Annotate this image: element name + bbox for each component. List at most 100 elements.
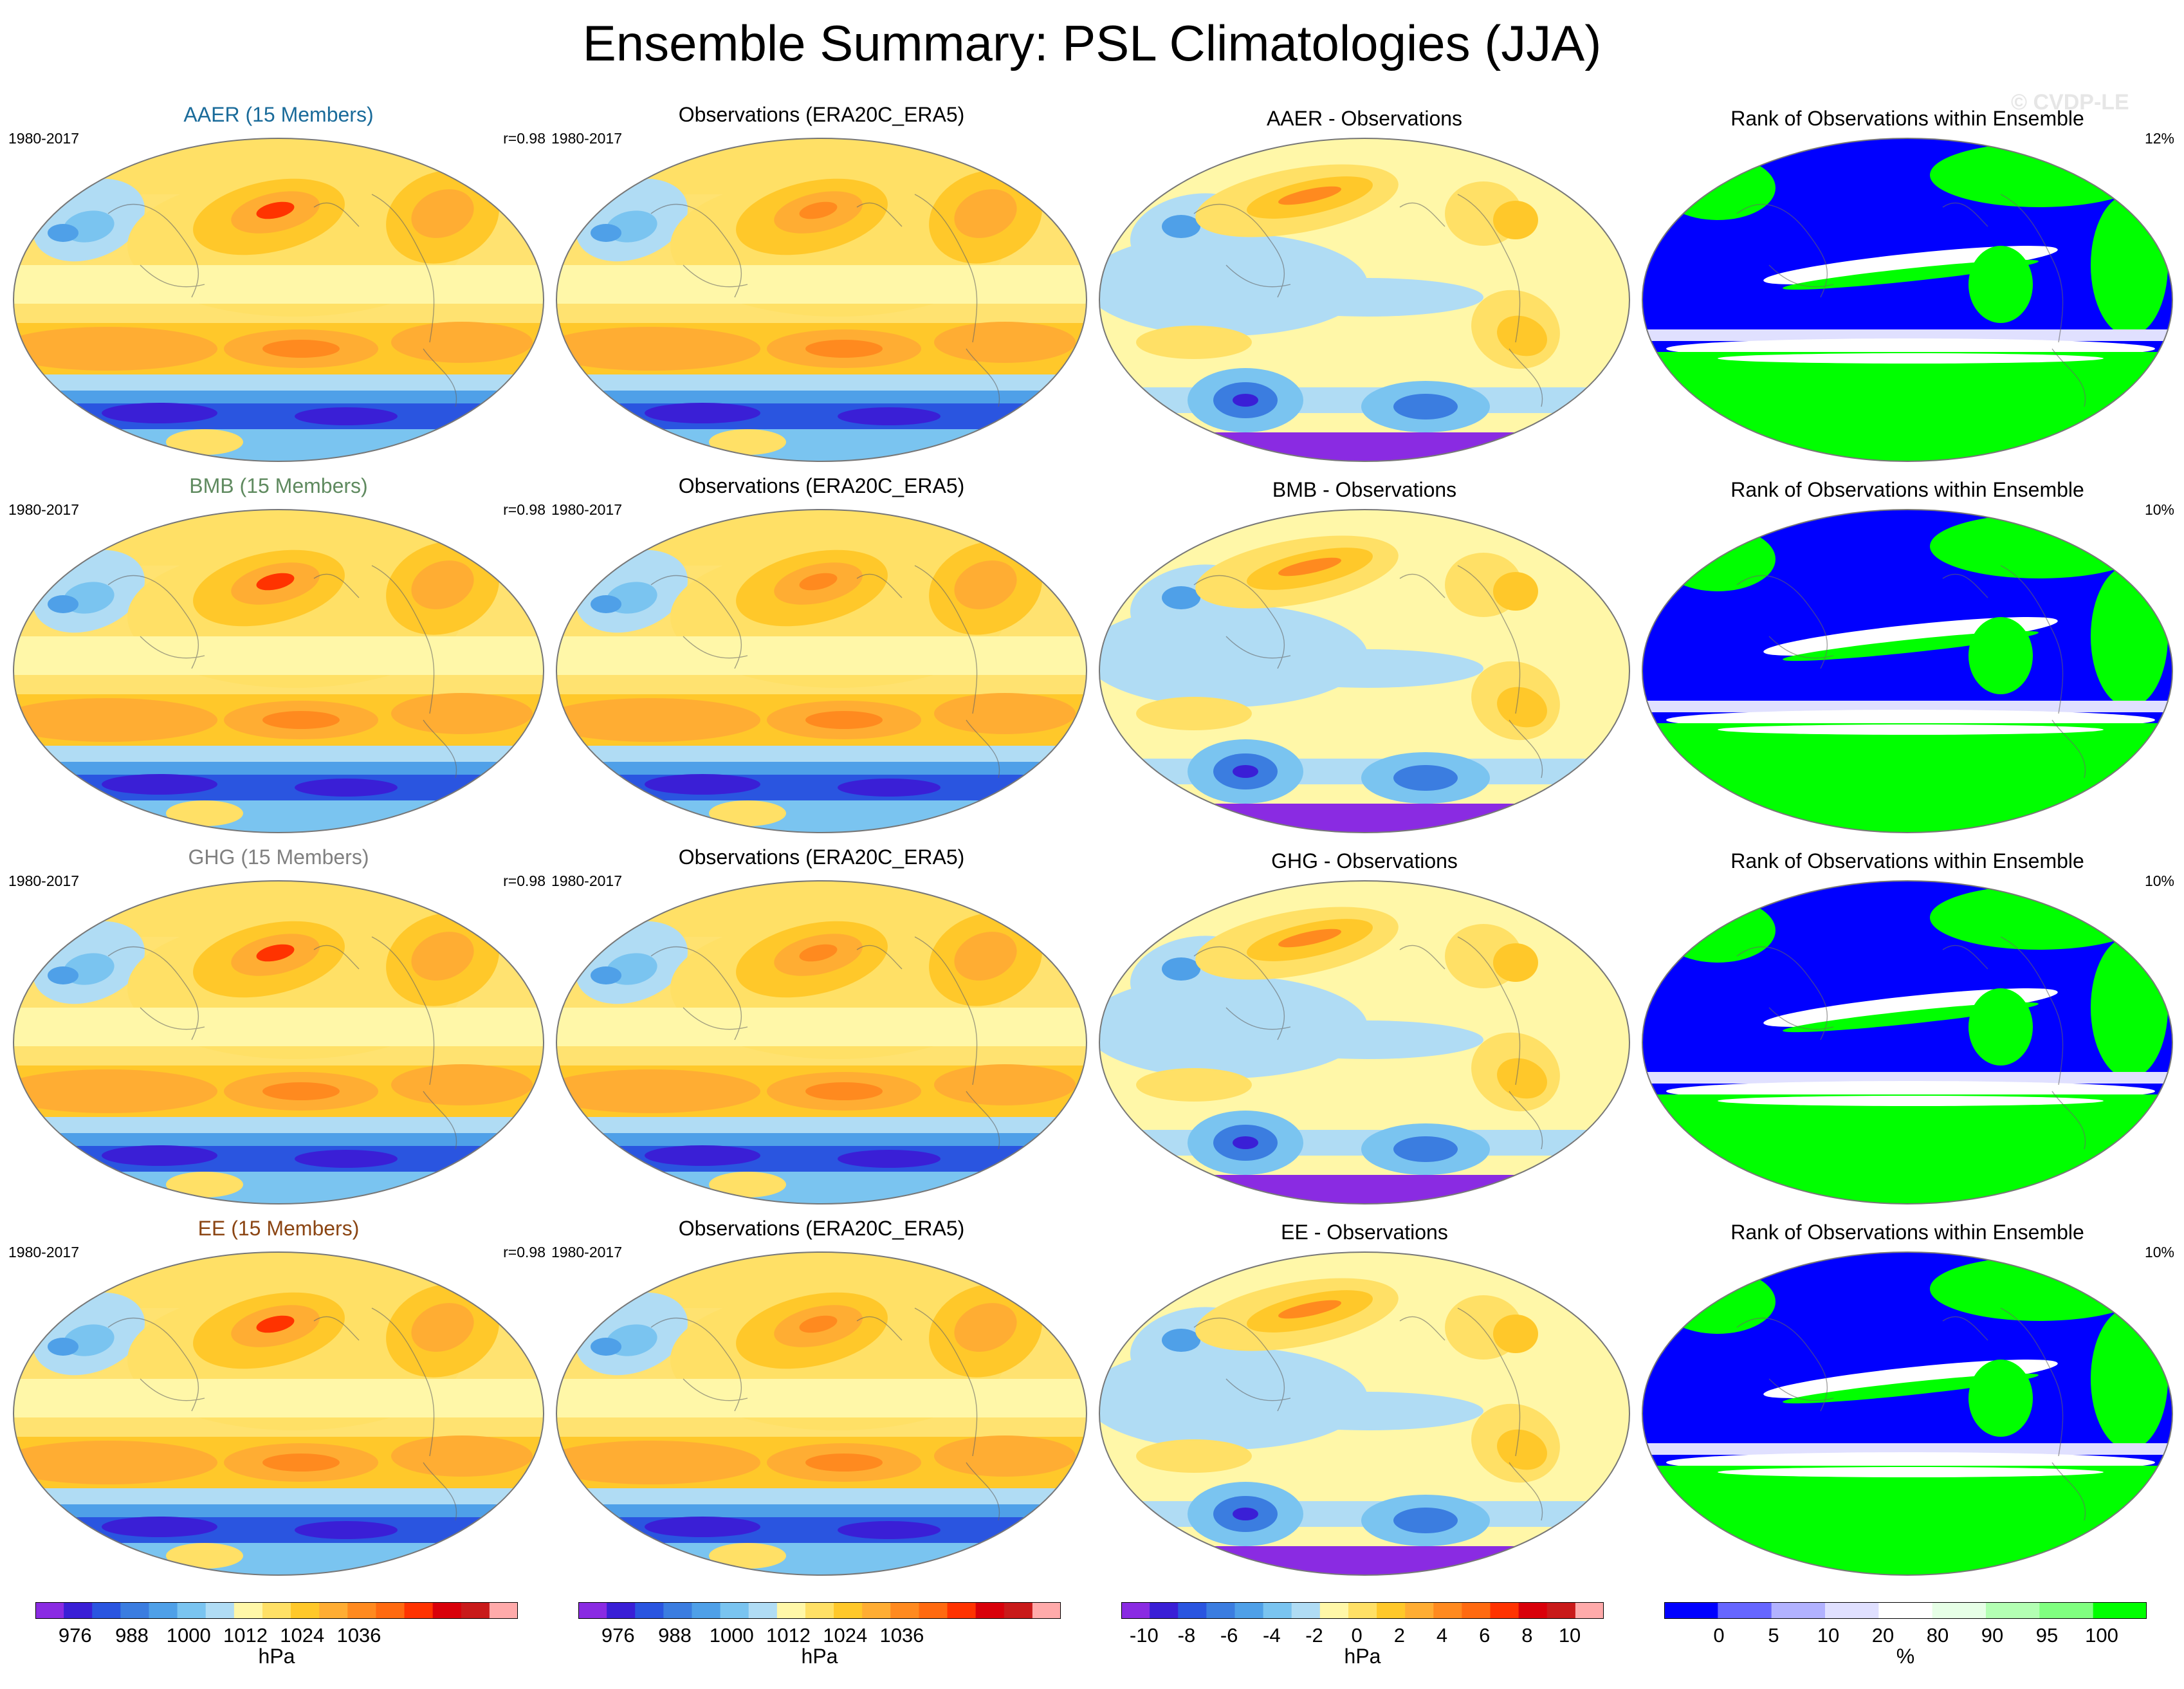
period-label: 1980-2017 xyxy=(8,1244,79,1260)
colorbar-tick-label: 10 xyxy=(1817,1624,1839,1647)
period-label: 1980-2017 xyxy=(551,501,622,518)
colorbar-swatch xyxy=(2093,1602,2147,1619)
correlation-label: r=0.98 xyxy=(503,501,546,518)
panel-title: GHG - Observations xyxy=(1271,849,1458,872)
map-model xyxy=(13,880,544,1204)
colorbar-swatch xyxy=(319,1602,348,1619)
colorbar-swatch xyxy=(2039,1602,2094,1619)
colorbar-swatch xyxy=(834,1602,863,1619)
map-rank xyxy=(1642,1251,2173,1576)
colorbar-swatch xyxy=(1462,1602,1491,1619)
colorbar-swatch xyxy=(1234,1602,1264,1619)
colorbar-tick-label: -2 xyxy=(1305,1624,1323,1647)
colorbar-tick-label: 1012 xyxy=(766,1624,811,1647)
colorbar-tick-label: 1036 xyxy=(879,1624,924,1647)
colorbar-swatch xyxy=(1291,1602,1321,1619)
colorbar-swatch xyxy=(692,1602,721,1619)
colorbar-tick-label: 1024 xyxy=(280,1624,324,1647)
colorbar-tick-label: 1012 xyxy=(223,1624,268,1647)
map-rank xyxy=(1642,880,2173,1204)
colorbar-swatch xyxy=(1405,1602,1434,1619)
colorbar-tick-label: 80 xyxy=(1927,1624,1949,1647)
colorbar-swatch xyxy=(862,1602,891,1619)
colorbar-tick-label: 1000 xyxy=(167,1624,211,1647)
colorbar: 976 988 1000 1012 1024 1036 hPa xyxy=(578,1602,1061,1668)
colorbar-swatch xyxy=(205,1602,235,1619)
colorbar-swatch xyxy=(1032,1602,1061,1619)
colorbar-swatch xyxy=(1518,1602,1548,1619)
colorbar-swatch xyxy=(92,1602,121,1619)
rank-percent-label: 10% xyxy=(2144,1244,2174,1260)
map-obs xyxy=(556,138,1087,462)
panel-model: EE (15 Members) 1980-2017 r=0.98 xyxy=(8,1217,546,1577)
colorbar-swatch xyxy=(1263,1602,1292,1619)
colorbar-tick-label: 976 xyxy=(59,1624,92,1647)
panel-title: GHG (15 Members) xyxy=(188,845,369,869)
panel-title: BMB (15 Members) xyxy=(189,474,368,497)
colorbar-swatch xyxy=(291,1602,320,1619)
colorbar-swatches: 0 5 10 20 80 90 95 100 xyxy=(1664,1602,2147,1647)
colorbar-tick-label: 988 xyxy=(115,1624,149,1647)
correlation-label: r=0.98 xyxy=(503,1244,546,1260)
colorbar-swatch xyxy=(35,1602,64,1619)
panel-diff: GHG - Observations xyxy=(1097,845,1631,1206)
panel-title: EE (15 Members) xyxy=(197,1217,360,1240)
panel-obs: Observations (ERA20C_ERA5) 1980-2017 xyxy=(551,474,1088,835)
panel-rank: Rank of Observations within Ensemble 10% xyxy=(1640,474,2174,835)
map-diff xyxy=(1099,509,1630,833)
colorbar: 0 5 10 20 80 90 95 100% xyxy=(1664,1602,2147,1668)
period-label: 1980-2017 xyxy=(551,130,622,147)
colorbar-swatch xyxy=(1986,1602,2040,1619)
colorbar-tick-label: 1000 xyxy=(710,1624,754,1647)
colorbar-tick-label: -4 xyxy=(1263,1624,1281,1647)
colorbar-swatch xyxy=(234,1602,263,1619)
colorbar-swatch xyxy=(578,1602,607,1619)
colorbar-tick-label: 4 xyxy=(1436,1624,1447,1647)
colorbar-swatch xyxy=(404,1602,434,1619)
colorbar-tick-label: 976 xyxy=(601,1624,635,1647)
colorbar-tick-label: 10 xyxy=(1559,1624,1581,1647)
colorbar-swatch xyxy=(1825,1602,1879,1619)
colorbar-swatches: 976 988 1000 1012 1024 1036 xyxy=(35,1602,518,1647)
colorbar-tick-label: 5 xyxy=(1768,1624,1779,1647)
panel-diff: BMB - Observations xyxy=(1097,474,1631,835)
period-label: 1980-2017 xyxy=(8,501,79,518)
map-obs xyxy=(556,1251,1087,1576)
colorbar-swatch xyxy=(1718,1602,1772,1619)
period-label: 1980-2017 xyxy=(551,1244,622,1260)
colorbar-swatch xyxy=(720,1602,749,1619)
colorbar-tick-label: 1036 xyxy=(336,1624,381,1647)
colorbar-swatch xyxy=(663,1602,692,1619)
colorbar-swatch xyxy=(947,1602,977,1619)
panel-title: AAER (15 Members) xyxy=(183,103,374,126)
colorbar-swatch xyxy=(1664,1602,1718,1619)
colorbar-swatch xyxy=(461,1602,490,1619)
map-model xyxy=(13,509,544,833)
panel-obs: Observations (ERA20C_ERA5) 1980-2017 xyxy=(551,845,1088,1206)
colorbar-swatch xyxy=(890,1602,919,1619)
panel-diff: AAER - Observations xyxy=(1097,103,1631,463)
panel-title: Observations (ERA20C_ERA5) xyxy=(678,1217,965,1240)
panel-model: BMB (15 Members) 1980-2017 r=0.98 xyxy=(8,474,546,835)
rank-percent-label: 10% xyxy=(2144,501,2174,518)
colorbar-swatch xyxy=(347,1602,376,1619)
colorbar-tick-label: 20 xyxy=(1872,1624,1894,1647)
panel-obs: Observations (ERA20C_ERA5) 1980-2017 xyxy=(551,1217,1088,1577)
colorbar-swatch xyxy=(489,1602,518,1619)
colorbar-tick-label: 100 xyxy=(2085,1624,2118,1647)
colorbar-swatch xyxy=(919,1602,948,1619)
colorbar-tick-label: 95 xyxy=(2036,1624,2058,1647)
colorbar-swatch xyxy=(149,1602,178,1619)
colorbar-swatch xyxy=(262,1602,291,1619)
colorbar-swatch xyxy=(177,1602,206,1619)
watermark: © CVDP-LE xyxy=(2011,90,2129,115)
rank-percent-label: 12% xyxy=(2144,130,2174,147)
colorbar-swatch xyxy=(1150,1602,1179,1619)
map-model xyxy=(13,1251,544,1576)
map-diff xyxy=(1099,1251,1630,1576)
panel-rank: Rank of Observations within Ensemble 12% xyxy=(1640,103,2174,463)
colorbar-tick-label: 90 xyxy=(1981,1624,2003,1647)
colorbar-swatch xyxy=(975,1602,1005,1619)
panel-title: Observations (ERA20C_ERA5) xyxy=(678,103,965,126)
colorbar-tick-label: 988 xyxy=(658,1624,692,1647)
